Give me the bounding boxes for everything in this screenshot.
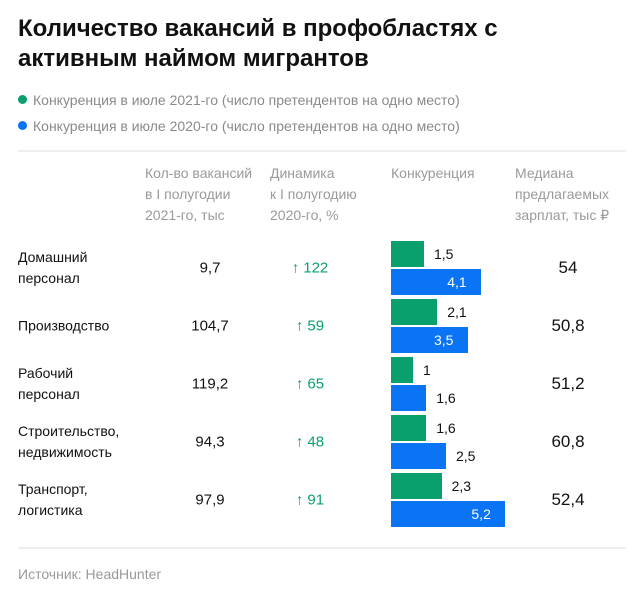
dynamics-value: ↑ 48	[296, 434, 324, 451]
category-label: Производство	[18, 317, 110, 334]
salary-value: 60,8	[551, 432, 585, 451]
bar-label-2021: 1	[423, 362, 431, 378]
header-vacancies: Кол-во вакансий в I полугодии 2021-го, т…	[145, 165, 253, 223]
dynamics-number: 65	[307, 375, 325, 393]
blue-dot-icon	[18, 121, 27, 130]
divider	[18, 547, 626, 549]
dynamics-value: ↑ 59	[296, 318, 324, 335]
vacancies-value: 119,2	[191, 375, 229, 393]
legend-label: Конкуренция в июле 2020-го (число претен…	[33, 118, 460, 134]
category-label: Рабочий персонал	[18, 365, 80, 402]
bar-2020	[391, 327, 468, 353]
legend-item-2020: Конкуренция в июле 2020-го (число претен…	[18, 118, 460, 134]
green-dot-icon	[18, 95, 27, 104]
arrow-up-icon: ↑	[295, 317, 304, 335]
bar-2021	[391, 299, 438, 325]
bar-label-2020: 5,2	[471, 506, 491, 522]
dynamics-number: 48	[307, 433, 325, 451]
table-row: Рабочий персонал 119,2 ↑ 65 51,2 1 1,6	[0, 355, 643, 413]
dynamics-value: ↑ 65	[296, 376, 324, 393]
bar-2020	[391, 385, 427, 411]
bar-2021	[391, 241, 424, 267]
table-row: Строительство, недвижимость 94,3 ↑ 48 60,8 1,…	[0, 413, 643, 471]
vacancies-value: 97,9	[195, 491, 225, 509]
vacancies-value: 9,7	[199, 259, 221, 277]
bar-2020	[391, 443, 446, 469]
vacancies-value: 104,7	[191, 317, 229, 335]
bar-label-2021: 2,1	[447, 304, 467, 320]
dynamics-value: ↑ 91	[296, 492, 324, 509]
divider	[18, 150, 626, 152]
source: Источник: HeadHunter	[18, 566, 162, 582]
arrow-up-icon: ↑	[295, 375, 304, 393]
table-row: Транспорт, логистика 97,9 ↑ 91 52,4 2,3 5,2	[0, 471, 643, 529]
bar-2020	[391, 269, 482, 295]
chart-title: Количество вакансий в профобластях с акт…	[18, 15, 498, 72]
table-row: Домашний персонал 9,7 ↑ 122 54 1,5 4,1	[0, 239, 643, 297]
bar-label-2021: 2,3	[451, 478, 472, 494]
header-dynamics: Динамика к I полугодию 2020-го, %	[270, 165, 357, 223]
legend-item-2021: Конкуренция в июле 2021-го (число претен…	[18, 92, 460, 108]
salary-value: 54	[558, 258, 578, 277]
bar-2021	[391, 415, 427, 441]
header-competition: Конкуренция	[391, 165, 475, 181]
category-label: Транспорт, логистика	[18, 481, 88, 518]
bar-label-2020: 2,5	[456, 448, 476, 464]
legend-label: Конкуренция в июле 2021-го (число претен…	[33, 92, 460, 108]
category-label: Строительство, недвижимость	[18, 423, 120, 460]
dynamics-value: ↑ 122	[292, 260, 329, 277]
arrow-up-icon: ↑	[291, 259, 300, 277]
salary-value: 52,4	[551, 490, 585, 509]
dynamics-number: 59	[307, 317, 325, 335]
bar-2021	[391, 357, 413, 383]
salary-value: 50,8	[551, 316, 585, 335]
salary-value: 51,2	[551, 374, 585, 393]
category-label: Домашний персонал	[18, 249, 88, 286]
bar-2021	[391, 473, 442, 499]
arrow-up-icon: ↑	[295, 491, 304, 509]
header-salary: Медиана предлагаемых зарплат, тыс ₽	[515, 165, 610, 223]
table-row: Производство 104,7 ↑ 59 50,8 2,1 3,5	[0, 297, 643, 355]
bar-2020	[391, 501, 506, 527]
bar-label-2021: 1,6	[436, 420, 456, 436]
bar-label-2020: 3,5	[434, 332, 454, 348]
dynamics-number: 122	[303, 259, 329, 277]
arrow-up-icon: ↑	[295, 433, 304, 451]
bar-label-2021: 1,5	[434, 246, 454, 262]
bar-label-2020: 1,6	[436, 390, 456, 406]
vacancies-value: 94,3	[195, 433, 225, 451]
bar-label-2020: 4,1	[447, 274, 467, 290]
dynamics-number: 91	[307, 491, 325, 509]
